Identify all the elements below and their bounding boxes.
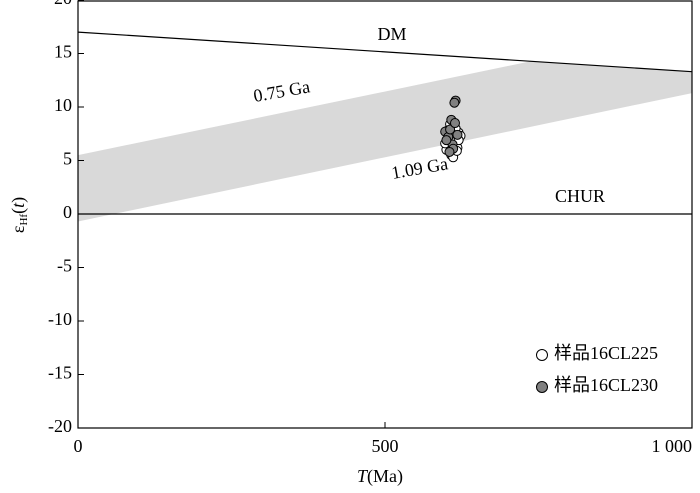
y-tick-label: 0 [63, 202, 72, 222]
y-tick-label: 5 [63, 149, 72, 169]
y-label-part: ε [8, 225, 28, 233]
y-tick-label: -10 [48, 309, 72, 329]
y-tick-label: 10 [54, 95, 72, 115]
y-label-part: ) [8, 197, 29, 203]
point [452, 129, 463, 140]
y-tick-label: 15 [54, 42, 72, 62]
x-label-part: T [357, 466, 369, 486]
band [78, 32, 692, 222]
y-label-part: t [8, 202, 28, 208]
x-tick-label: 500 [372, 436, 399, 456]
y-label-part: Hf [18, 214, 30, 226]
y-label-part: ( [8, 208, 29, 214]
y-tick-label: -20 [48, 416, 72, 436]
point [441, 135, 452, 146]
y-tick-label: -5 [57, 256, 72, 276]
x-axis-label: T(Ma) [357, 466, 403, 487]
y-axis-label: εHf(t) [8, 197, 29, 233]
x-tick-label: 0 [74, 436, 83, 456]
band-label: 1.09 Ga [390, 153, 450, 183]
point [449, 118, 460, 129]
legend-marker [536, 349, 548, 361]
x-label-part: (Ma) [367, 466, 403, 487]
band-group [78, 32, 692, 222]
point [444, 146, 455, 157]
band-label: 0.75 Ga [252, 76, 312, 106]
reference-label: DM [377, 24, 406, 44]
point [449, 97, 460, 108]
reference-label: CHUR [555, 186, 605, 206]
legend-marker [536, 381, 548, 393]
reference-line [77, 31, 693, 73]
y-tick-label: 20 [54, 0, 72, 8]
y-tick-label: -15 [48, 363, 72, 383]
x-tick-label: 1 000 [652, 436, 693, 456]
legend-label: 样品16CL225 [554, 343, 658, 363]
legend-label: 样品16CL230 [554, 375, 658, 395]
